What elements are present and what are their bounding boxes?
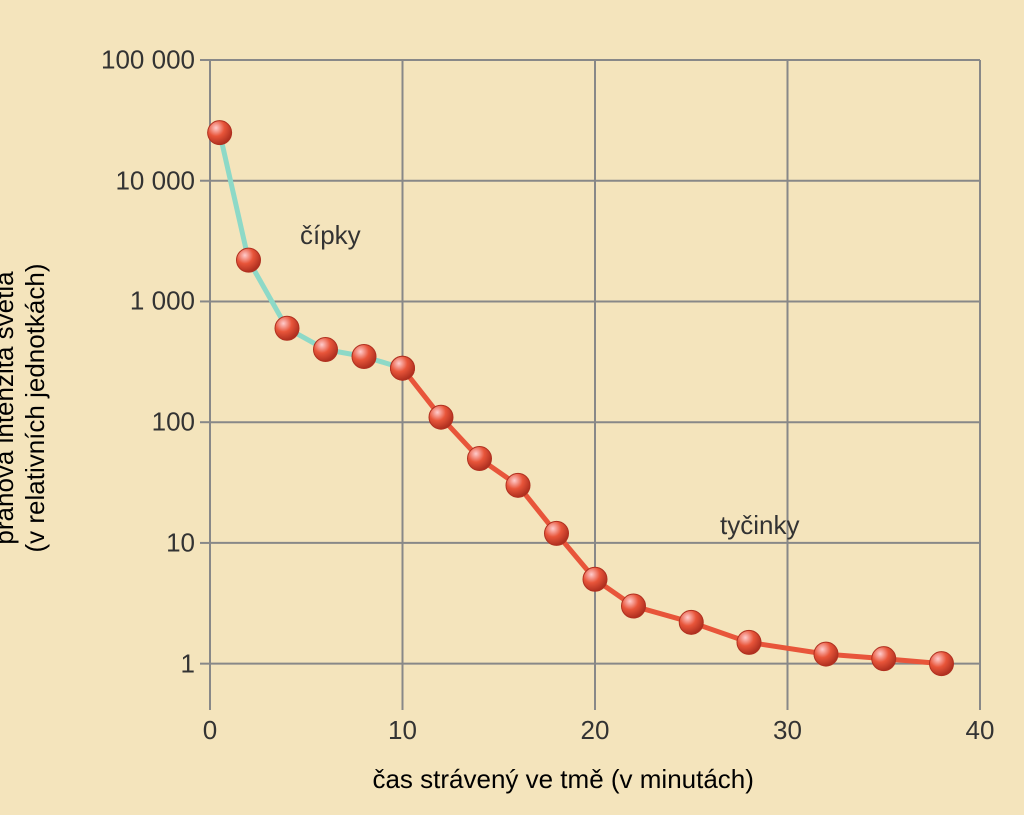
x-tick-label: 30 bbox=[773, 715, 802, 746]
y-tick-label: 100 bbox=[152, 407, 195, 438]
y-axis-label-line1: prahová intenzita světla bbox=[0, 271, 19, 544]
y-tick-label: 1 000 bbox=[130, 286, 195, 317]
y-axis-label-line2: (v relativních jednotkách) bbox=[20, 263, 50, 552]
x-tick-label: 10 bbox=[388, 715, 417, 746]
x-axis-label: čas strávený ve tmě (v minutách) bbox=[372, 764, 753, 795]
y-tick-label: 10 000 bbox=[115, 165, 195, 196]
x-tick-label: 20 bbox=[581, 715, 610, 746]
y-tick-label: 10 bbox=[166, 527, 195, 558]
x-tick-label: 40 bbox=[966, 715, 995, 746]
x-tick-label: 0 bbox=[203, 715, 217, 746]
y-axis-label: prahová intenzita světla (v relativních … bbox=[0, 263, 51, 552]
y-tick-label: 100 000 bbox=[101, 45, 195, 76]
y-tick-label: 1 bbox=[181, 648, 195, 679]
series-label-tycinky: tyčinky bbox=[720, 510, 799, 541]
series-label-cipky: čípky bbox=[300, 220, 361, 251]
chart-container: prahová intenzita světla (v relativních … bbox=[0, 0, 1024, 815]
